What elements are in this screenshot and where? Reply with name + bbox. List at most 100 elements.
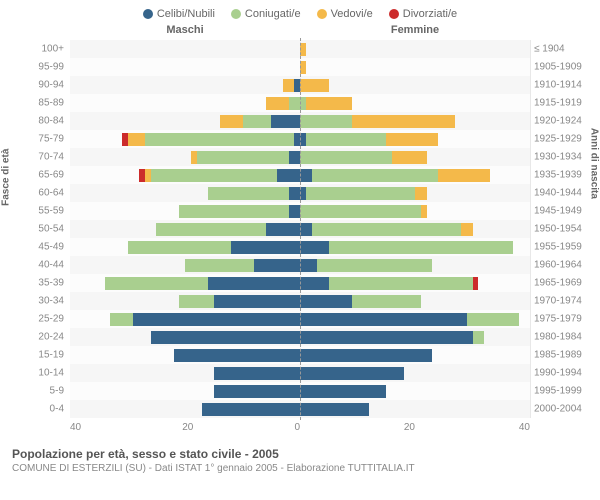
legend-dot — [389, 9, 399, 19]
segment — [110, 313, 133, 326]
bar-female — [300, 364, 530, 382]
segment — [208, 277, 300, 290]
bar-female — [300, 346, 530, 364]
segment — [105, 277, 209, 290]
x-tick: 20 — [404, 422, 415, 433]
segment — [283, 79, 295, 92]
bar-male — [70, 58, 300, 76]
year-label: 1940-1944 — [534, 188, 592, 199]
bar-male — [70, 310, 300, 328]
year-label: 1955-1959 — [534, 242, 592, 253]
year-label: 1980-1984 — [534, 332, 592, 343]
segment — [208, 187, 289, 200]
age-label: 10-14 — [10, 368, 64, 379]
segment — [300, 313, 467, 326]
bar-female — [300, 292, 530, 310]
age-label: 70-74 — [10, 152, 64, 163]
bar-male — [70, 40, 300, 58]
bar-male — [70, 202, 300, 220]
bar-female — [300, 76, 530, 94]
bar-male — [70, 382, 300, 400]
segment — [277, 169, 300, 182]
bar-female — [300, 184, 530, 202]
segment — [266, 223, 301, 236]
title-block: Popolazione per età, sesso e stato civil… — [0, 433, 600, 474]
age-label: 75-79 — [10, 134, 64, 145]
legend-label: Celibi/Nubili — [157, 8, 215, 20]
segment — [289, 151, 301, 164]
bar-male — [70, 292, 300, 310]
age-label: 95-99 — [10, 62, 64, 73]
segment — [352, 115, 456, 128]
segment — [392, 151, 427, 164]
segment — [289, 205, 301, 218]
segment — [179, 205, 288, 218]
segment — [214, 367, 300, 380]
segment — [306, 133, 387, 146]
segment — [289, 187, 301, 200]
segment — [133, 313, 300, 326]
year-label: 1990-1994 — [534, 368, 592, 379]
segment — [438, 169, 490, 182]
pyramid-chart: Fasce di età Anni di nascita 100+≤ 19049… — [0, 40, 600, 418]
legend-dot — [317, 9, 327, 19]
segment — [289, 97, 301, 110]
chart-subtitle: COMUNE DI ESTERZILI (SU) - Dati ISTAT 1°… — [12, 463, 588, 474]
year-label: 1975-1979 — [534, 314, 592, 325]
segment — [473, 277, 479, 290]
segment — [271, 115, 300, 128]
year-label: 1935-1939 — [534, 170, 592, 181]
x-axis: 402002040 — [0, 418, 600, 433]
bar-female — [300, 220, 530, 238]
bar-male — [70, 274, 300, 292]
bars — [70, 400, 530, 418]
age-label: 0-4 — [10, 404, 64, 415]
segment — [473, 331, 485, 344]
bar-male — [70, 130, 300, 148]
bar-female — [300, 112, 530, 130]
year-label: 1905-1909 — [534, 62, 592, 73]
year-label: ≤ 1904 — [534, 44, 592, 55]
year-label: 1920-1924 — [534, 116, 592, 127]
bar-female — [300, 328, 530, 346]
age-label: 50-54 — [10, 224, 64, 235]
bar-female — [300, 166, 530, 184]
segment — [214, 385, 300, 398]
segment — [386, 133, 438, 146]
legend-label: Divorziati/e — [403, 8, 457, 20]
segment — [415, 187, 427, 200]
bar-male — [70, 112, 300, 130]
age-label: 55-59 — [10, 206, 64, 217]
legend-item: Vedovi/e — [317, 8, 373, 20]
age-label: 20-24 — [10, 332, 64, 343]
segment — [128, 133, 145, 146]
segment — [254, 259, 300, 272]
year-label: 1950-1954 — [534, 224, 592, 235]
bar-male — [70, 256, 300, 274]
bar-female — [300, 130, 530, 148]
legend-dot — [143, 9, 153, 19]
age-label: 15-19 — [10, 350, 64, 361]
x-tick: 20 — [182, 422, 193, 433]
segment — [266, 97, 289, 110]
segment — [128, 241, 232, 254]
segment — [231, 241, 300, 254]
segment — [214, 295, 300, 308]
segment — [461, 223, 473, 236]
segment — [300, 259, 317, 272]
segment — [243, 115, 272, 128]
legend-item: Coniugati/e — [231, 8, 301, 20]
segment — [300, 205, 421, 218]
segment — [197, 151, 289, 164]
age-label: 80-84 — [10, 116, 64, 127]
bar-male — [70, 148, 300, 166]
bar-male — [70, 364, 300, 382]
segment — [185, 259, 254, 272]
bar-female — [300, 238, 530, 256]
bar-female — [300, 400, 530, 418]
age-label: 5-9 — [10, 386, 64, 397]
bar-male — [70, 328, 300, 346]
year-label: 1970-1974 — [534, 296, 592, 307]
segment — [300, 151, 392, 164]
col-header-right: Femmine — [300, 24, 530, 36]
